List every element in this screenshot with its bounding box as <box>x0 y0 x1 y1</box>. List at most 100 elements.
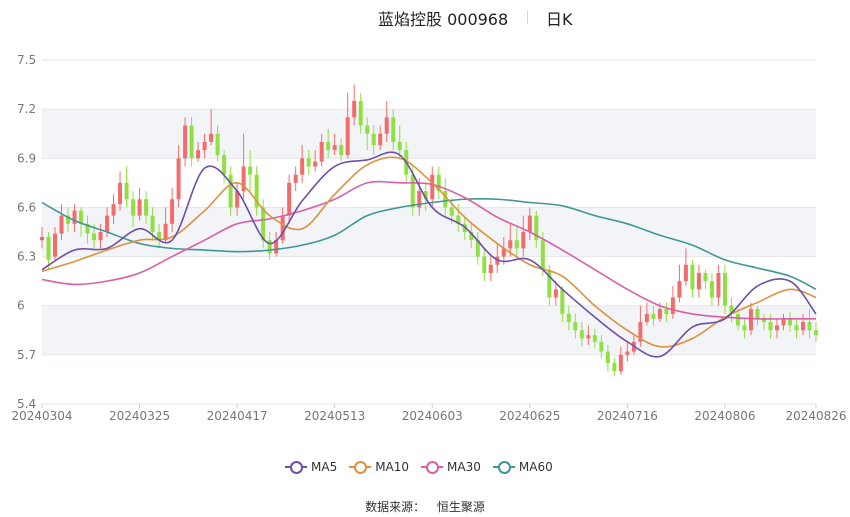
legend: MA5 MA10 MA30 MA60 <box>285 458 553 476</box>
y-tick-label: 6 <box>17 299 25 313</box>
candle-body <box>716 272 721 298</box>
y-tick-label: 5.7 <box>17 348 36 362</box>
candle-body <box>781 318 786 326</box>
legend-item-ma30[interactable]: MA30 <box>421 458 481 476</box>
candle-body <box>683 264 688 282</box>
candle-body <box>566 313 571 323</box>
candle-body <box>508 240 513 249</box>
candle-body <box>579 330 584 339</box>
candle-body <box>449 207 454 216</box>
candle-body <box>66 215 71 224</box>
candlestick-chart: 5.45.766.36.66.97.27.5 20240304 20240325 2… <box>11 53 847 423</box>
x-tick-label: 20240716 <box>597 409 658 423</box>
y-axis: 5.4 5.7 6 6.3 6.6 6.9 7.2 7.5 <box>17 53 36 411</box>
candle-body <box>124 182 129 200</box>
candle-body <box>443 191 448 208</box>
moving-average-lines <box>41 151 817 358</box>
candle-body <box>228 174 233 208</box>
candle-body <box>709 281 714 298</box>
x-axis: 20240304 20240325 20240417 20240513 20240603… <box>11 404 847 423</box>
legend-item-ma10[interactable]: MA10 <box>349 458 409 476</box>
candle-body <box>391 117 396 142</box>
plot-band <box>42 109 816 159</box>
candle-body <box>696 272 701 290</box>
candle-body <box>475 240 480 257</box>
candle-body <box>638 322 643 342</box>
candle-body <box>456 215 461 224</box>
candle-body <box>235 191 240 208</box>
candle-body <box>814 330 818 336</box>
candle-body <box>137 199 142 216</box>
candle-body <box>313 161 318 167</box>
candle-body <box>378 133 383 146</box>
candle-body <box>540 240 545 270</box>
candle-body <box>482 256 487 273</box>
candle-body <box>657 308 662 319</box>
candle-body <box>794 325 799 331</box>
x-tick-label: 20240603 <box>402 409 463 423</box>
candle-body <box>215 133 220 156</box>
plot-band <box>42 305 816 355</box>
candle-body <box>547 269 552 298</box>
y-tick-label: 6.3 <box>17 250 36 264</box>
candle-body <box>722 272 727 306</box>
candle-body <box>157 232 162 241</box>
candle-body <box>371 133 376 146</box>
y-tick-label: 7.2 <box>17 102 36 116</box>
candle-body <box>274 240 279 254</box>
candle-body <box>92 233 97 241</box>
candle-body <box>144 199 149 216</box>
candle-body <box>761 318 766 323</box>
candle-body <box>430 174 435 200</box>
candle-body <box>306 158 311 167</box>
legend-item-ma5[interactable]: MA5 <box>285 458 337 476</box>
candle-body <box>664 308 669 314</box>
candle-body <box>527 215 532 232</box>
legend-item-ma60[interactable]: MA60 <box>492 458 553 476</box>
candle-body <box>46 236 51 260</box>
y-tick-label: 7.5 <box>17 53 36 67</box>
x-tick-label: 20240325 <box>109 409 170 423</box>
candle-body <box>287 182 292 216</box>
legend-swatch-ma30 <box>421 460 444 474</box>
candle-body <box>423 191 428 200</box>
candle-body <box>339 145 344 156</box>
ma10-line <box>41 156 817 348</box>
candle-body <box>241 166 246 192</box>
period-label[interactable]: 日K <box>546 10 573 29</box>
candle-body <box>553 289 558 298</box>
candle-body <box>514 240 519 249</box>
legend-swatch-ma10 <box>349 460 372 474</box>
candle-body <box>319 141 324 162</box>
candle-body <box>53 233 58 257</box>
candle-body <box>612 363 617 372</box>
candle-body <box>774 325 779 331</box>
x-tick-label: 20240826 <box>785 409 846 423</box>
candle-body <box>410 174 415 208</box>
candle-body <box>345 117 350 156</box>
candle-body <box>560 289 565 314</box>
candle-body <box>326 141 331 151</box>
candle-body <box>202 141 207 151</box>
candle-body <box>189 125 194 159</box>
candle-body <box>586 335 591 339</box>
candle-body <box>469 232 474 241</box>
x-tick-label: 20240417 <box>207 409 268 423</box>
candle-body <box>748 308 753 331</box>
candle-body <box>670 297 675 314</box>
candle-body <box>651 313 656 319</box>
header-separator <box>527 10 528 24</box>
candle-body <box>59 215 64 234</box>
legend-label-ma5: MA5 <box>311 460 338 474</box>
source-label: 数据来源： <box>365 500 426 514</box>
candle-body <box>358 100 363 126</box>
candle-body <box>248 166 253 175</box>
candle-body <box>365 125 370 134</box>
candle-body <box>280 215 285 241</box>
candle-body <box>98 232 103 241</box>
candle-body <box>807 322 812 331</box>
x-tick-label: 20240625 <box>499 409 560 423</box>
ma60-line <box>41 198 817 291</box>
candle-body <box>742 325 747 331</box>
x-tick-label: 20240806 <box>694 409 755 423</box>
